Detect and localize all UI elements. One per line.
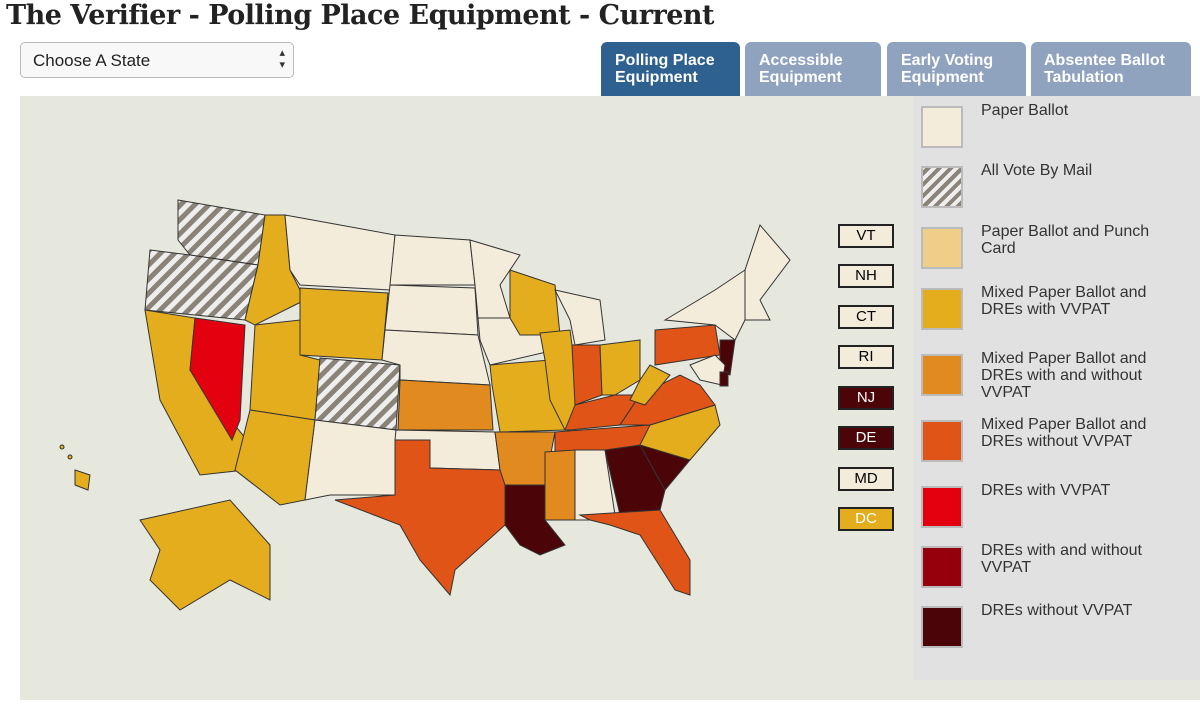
legend-label: Paper Ballot — [981, 102, 1069, 119]
legend-swatch — [921, 486, 963, 528]
legend-swatch — [921, 106, 963, 148]
legend: Paper Ballot All Vote By Mail Paper Ball… — [913, 96, 1200, 680]
state-select[interactable]: Choose A State — [20, 42, 294, 78]
legend-swatch — [921, 227, 963, 269]
legend-swatch — [921, 166, 963, 208]
tab[interactable]: Polling Place Equipment — [601, 42, 740, 96]
legend-label: Paper Ballot and Punch Card — [981, 223, 1150, 257]
small-state-box[interactable]: CT — [838, 305, 894, 329]
legend-label: Mixed Paper Ballot and DREs with and wit… — [981, 350, 1147, 401]
small-state-box[interactable]: VT — [838, 224, 894, 248]
legend-label: DREs without VVPAT — [981, 602, 1133, 619]
small-state-box[interactable]: NH — [838, 264, 894, 288]
tab[interactable]: Absentee Ballot Tabulation — [1031, 42, 1191, 96]
page-title: The Verifier - Polling Place Equipment -… — [6, 0, 714, 31]
legend-swatch — [921, 420, 963, 462]
legend-swatch — [921, 288, 963, 330]
small-state-box[interactable]: NJ — [838, 386, 894, 410]
small-state-box[interactable]: MD — [838, 467, 894, 491]
states — [59, 199, 791, 611]
legend-swatch — [921, 606, 963, 648]
legend-swatch — [921, 354, 963, 396]
small-state-box[interactable]: RI — [838, 345, 894, 369]
legend-label: Mixed Paper Ballot and DREs with VVPAT — [981, 284, 1147, 318]
small-state-box[interactable]: DC — [838, 507, 894, 531]
small-state-box[interactable]: DE — [838, 426, 894, 450]
legend-label: DREs with VVPAT — [981, 482, 1111, 499]
tab[interactable]: Early Voting Equipment — [887, 42, 1026, 96]
tab[interactable]: Accessible Equipment — [745, 42, 881, 96]
legend-label: DREs with and without VVPAT — [981, 542, 1142, 576]
legend-swatch — [921, 546, 963, 588]
legend-label: All Vote By Mail — [981, 162, 1093, 179]
legend-label: Mixed Paper Ballot and DREs without VVPA… — [981, 416, 1147, 450]
